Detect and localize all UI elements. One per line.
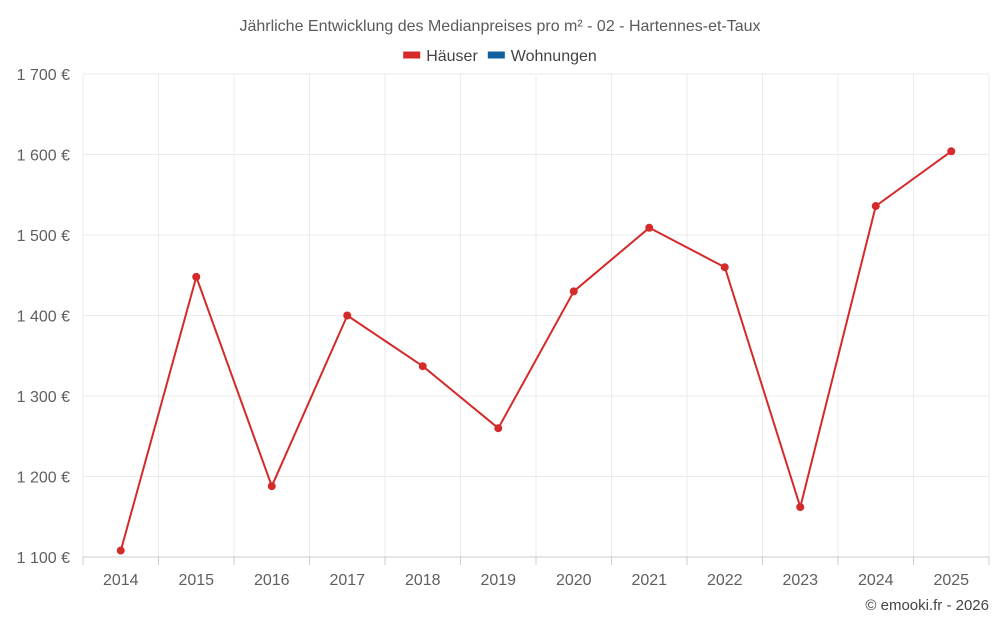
x-tick-label: 2016 [254, 572, 290, 589]
data-point[interactable] [720, 263, 729, 272]
data-point[interactable] [645, 223, 654, 232]
data-point[interactable] [494, 424, 503, 433]
grid [82, 73, 990, 557]
x-tick-label: 2022 [707, 572, 743, 589]
legend-swatch [487, 51, 505, 59]
data-point[interactable] [343, 311, 352, 320]
x-axis: 2014 2015 2016 2017 2018 2019 2020 2021 2022 2023… [82, 556, 990, 589]
data-point[interactable] [871, 202, 880, 211]
data-point[interactable] [116, 546, 125, 555]
x-tick-label: 2015 [178, 572, 214, 589]
y-tick-label: 1 100 € [17, 550, 70, 567]
x-tick-label: 2023 [782, 572, 818, 589]
series-line-0 [119, 150, 952, 551]
chart-title: Jährliche Entwicklung des Medianpreises … [239, 18, 760, 35]
x-tick-label: 2017 [329, 572, 365, 589]
credit-text: © emooki.fr - 2026 [865, 597, 989, 614]
y-tick-label: 1 700 € [17, 67, 70, 84]
legend-label: Wohnungen [511, 48, 597, 65]
y-tick-label: 1 600 € [17, 148, 70, 165]
data-point[interactable] [947, 147, 956, 156]
data-point[interactable] [267, 482, 276, 491]
x-tick-label: 2024 [858, 572, 894, 589]
data-point[interactable] [418, 362, 427, 371]
x-tick-label: 2020 [556, 572, 592, 589]
legend-swatch [403, 51, 421, 59]
x-tick-label: 2025 [933, 572, 969, 589]
x-tick-label: 2019 [480, 572, 516, 589]
y-tick-label: 1 500 € [17, 228, 70, 245]
data-point[interactable] [796, 503, 805, 512]
x-tick-label: 2021 [631, 572, 667, 589]
y-axis: 1 100 € 1 200 € 1 300 € 1 400 € 1 500 € 1 600… [17, 67, 70, 567]
data-point[interactable] [192, 272, 201, 281]
y-tick-label: 1 200 € [17, 470, 70, 487]
series-layer [116, 147, 956, 555]
x-tick-label: 2018 [405, 572, 441, 589]
legend: Häuser Wohnungen [403, 48, 597, 65]
y-tick-label: 1 400 € [17, 309, 70, 326]
legend-label: Häuser [426, 48, 478, 65]
y-tick-label: 1 300 € [17, 389, 70, 406]
legend-item-1[interactable]: Wohnungen [487, 48, 597, 65]
x-tick-label: 2014 [103, 572, 139, 589]
data-point[interactable] [569, 287, 578, 296]
legend-item-0[interactable]: Häuser [403, 48, 478, 65]
